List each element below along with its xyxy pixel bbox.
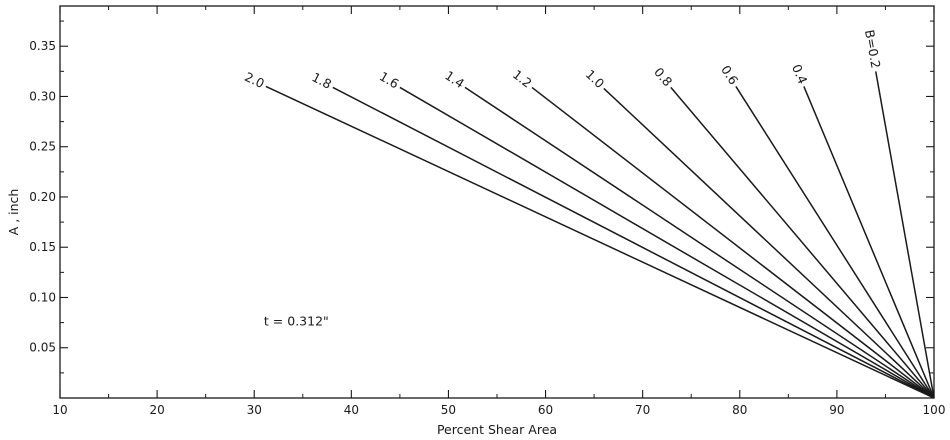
y-tick-label: 0.05 <box>29 341 56 355</box>
series-line <box>803 86 935 399</box>
x-tick-label: 100 <box>923 403 946 417</box>
y-tick-label: 0.15 <box>29 240 56 254</box>
series-line <box>399 86 935 399</box>
series-label: 1.4 <box>442 68 467 92</box>
series-line <box>603 87 935 399</box>
y-tick-label: 0.20 <box>29 190 56 204</box>
series-line <box>531 86 935 399</box>
series-line <box>874 71 935 399</box>
series-label: 1.0 <box>583 67 608 92</box>
series-label: 0.8 <box>651 64 675 89</box>
x-tick-label: 60 <box>538 403 553 417</box>
thickness-annotation: t = 0.312" <box>264 314 329 329</box>
x-tick-label: 70 <box>635 403 650 417</box>
x-tick-label: 80 <box>732 403 747 417</box>
series-line <box>670 86 935 399</box>
series-label: 1.2 <box>510 67 535 91</box>
series-label: 0.6 <box>718 63 741 88</box>
series-line <box>332 86 935 399</box>
y-tick-label: 0.30 <box>29 89 56 103</box>
series-line <box>464 86 935 399</box>
x-tick-label: 20 <box>149 403 164 417</box>
y-tick-label: 0.10 <box>29 290 56 304</box>
x-tick-label: 30 <box>247 403 262 417</box>
series-label: 1.8 <box>310 69 335 91</box>
x-tick-label: 50 <box>441 403 456 417</box>
x-axis-title: Percent Shear Area <box>437 422 557 437</box>
x-tick-label: 10 <box>52 403 67 417</box>
x-tick-label: 40 <box>344 403 359 417</box>
series-line <box>265 85 935 399</box>
series-label: 2.0 <box>242 69 266 91</box>
y-axis-title: A , inch <box>6 189 21 236</box>
y-tick-label: 0.25 <box>29 140 56 154</box>
series-label: B=0.2 <box>862 29 884 70</box>
series-label: 1.6 <box>377 69 402 92</box>
y-tick-label: 0.35 <box>29 39 56 53</box>
series-label: 0.4 <box>789 62 811 86</box>
x-tick-label: 90 <box>829 403 844 417</box>
series-line <box>735 86 935 399</box>
